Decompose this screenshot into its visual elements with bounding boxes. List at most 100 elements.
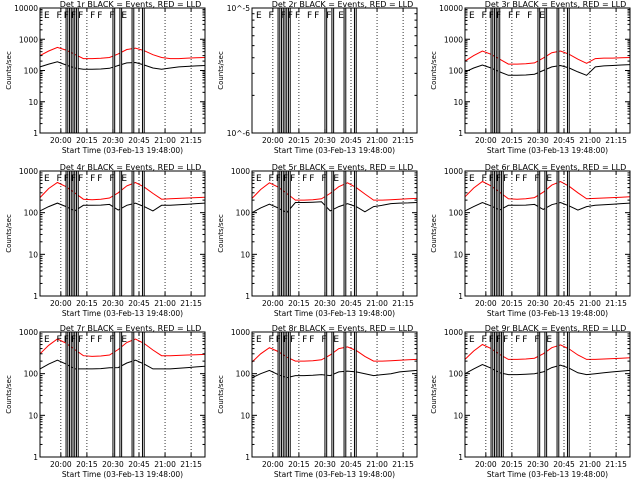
series-events-line <box>251 369 418 379</box>
data-gap <box>281 9 284 133</box>
x-tick-label: 20:00 <box>262 136 284 145</box>
y-tick-label: 1 <box>33 453 38 462</box>
data-gap <box>278 9 280 133</box>
x-tick-label: 21:15 <box>605 460 627 469</box>
plot-title: Det 3r BLACK = Events, RED = LLD <box>485 0 627 9</box>
series-lld-line <box>464 180 631 200</box>
data-gap <box>132 172 134 296</box>
flag-letters: E FFFF FF F E <box>256 174 341 184</box>
series-events-line <box>39 61 206 70</box>
data-gap <box>498 172 500 296</box>
y-tick-label: 10 <box>453 250 463 259</box>
y-tick-label: 10 <box>28 250 38 259</box>
plot-title: Det 2r BLACK = Events, RED = LLD <box>272 0 414 9</box>
x-tick-label: 21:00 <box>154 136 176 145</box>
series-events-line <box>39 202 206 212</box>
data-gap <box>344 333 346 457</box>
x-tick-label: 21:15 <box>392 299 414 308</box>
flag-letters: E F FFF FF F E <box>256 11 346 21</box>
y-tick-label: 10 <box>453 98 463 107</box>
x-tick-label: 20:30 <box>527 299 549 308</box>
data-gap <box>354 9 357 133</box>
series-events-line <box>39 359 206 370</box>
x-tick-label: 20:30 <box>102 460 124 469</box>
data-gap <box>66 333 68 457</box>
data-gap <box>278 172 280 296</box>
x-tick-label: 21:00 <box>579 136 601 145</box>
series-events-line <box>251 201 418 214</box>
data-gap <box>73 9 75 133</box>
data-gap <box>69 9 72 133</box>
data-gap <box>567 9 570 133</box>
x-axis-label: Start Time (03-Feb-13 19:48:00) <box>62 309 183 318</box>
y-tick-label: 10 <box>240 250 250 259</box>
x-tick-label: 20:15 <box>501 136 523 145</box>
y-tick-label: 1000 <box>19 328 38 337</box>
data-gap <box>498 9 500 133</box>
plot-det-8r: 20:00 20:15 20:30 20:45 21:00 21:15 1 10 100 1000… <box>217 324 418 479</box>
plot-det-1r: 20:00 20:15 20:30 20:45 21:00 21:15 1 10 100 1000… <box>5 0 206 155</box>
plot-det-7r: 20:00 20:15 20:30 20:45 21:00 21:15 1 10 100 1000… <box>5 324 206 479</box>
data-gap <box>567 333 570 457</box>
x-tick-label: 20:30 <box>527 460 549 469</box>
data-gap <box>76 333 79 457</box>
data-gap <box>557 9 559 133</box>
data-gap <box>76 172 79 296</box>
y-axis-label: Counts/sec <box>5 51 13 90</box>
data-gap <box>132 9 134 133</box>
x-tick-label: 21:00 <box>366 460 388 469</box>
y-tick-label: 10^-6 <box>227 129 251 138</box>
y-tick-label: 10000 <box>14 4 38 13</box>
data-gap <box>324 9 327 133</box>
data-gap <box>285 333 287 457</box>
x-axis-label: Start Time (03-Feb-13 19:48:00) <box>487 470 608 479</box>
plot-frame <box>464 7 631 134</box>
plot-frame <box>251 331 418 458</box>
data-gap <box>288 333 291 457</box>
data-gap <box>112 172 115 296</box>
x-tick-label: 20:45 <box>553 136 575 145</box>
y-tick-label: 1000 <box>444 167 463 176</box>
plot-det-2r: 20:00 20:15 20:30 20:45 21:00 21:15 10^-6 10^-5… <box>217 0 418 155</box>
x-tick-label: 20:30 <box>314 460 336 469</box>
y-tick-label: 100 <box>449 370 464 379</box>
data-gap <box>544 333 547 457</box>
plot-det-4r: 20:00 20:15 20:30 20:45 21:00 21:15 1 10 100 1000… <box>5 163 206 318</box>
y-tick-label: 100 <box>236 209 251 218</box>
data-gap <box>501 333 504 457</box>
plot-title: Det 6r BLACK = Events, RED = LLD <box>485 163 627 172</box>
x-axis-label: Start Time (03-Feb-13 19:48:00) <box>487 146 608 155</box>
flag-letters: E FFF FF F E <box>469 11 547 21</box>
data-gap <box>285 9 287 133</box>
y-axis-label: Counts/sec <box>217 375 225 414</box>
x-tick-label: 20:30 <box>102 299 124 308</box>
x-axis-label: Start Time (03-Feb-13 19:48:00) <box>274 146 395 155</box>
data-gap <box>66 9 68 133</box>
y-tick-label: 1 <box>458 129 463 138</box>
data-gap <box>288 9 291 133</box>
data-gap <box>544 172 547 296</box>
x-tick-label: 20:15 <box>288 136 310 145</box>
x-tick-label: 20:45 <box>340 299 362 308</box>
x-tick-label: 20:00 <box>475 460 497 469</box>
series-events-line <box>464 201 631 212</box>
data-gap <box>567 172 570 296</box>
data-gap <box>132 333 134 457</box>
series-lld-line <box>251 182 418 201</box>
data-gap <box>354 172 357 296</box>
x-tick-label: 20:00 <box>475 299 497 308</box>
y-tick-label: 100 <box>24 67 39 76</box>
y-tick-label: 10 <box>453 411 463 420</box>
x-tick-label: 20:15 <box>501 460 523 469</box>
y-tick-label: 1000 <box>19 35 38 44</box>
plot-det-5r: 20:00 20:15 20:30 20:45 21:00 21:15 1 10 100 1000… <box>217 163 418 318</box>
data-gap <box>285 172 287 296</box>
x-tick-label: 21:00 <box>154 299 176 308</box>
y-tick-label: 1 <box>245 453 250 462</box>
data-gap <box>119 333 122 457</box>
x-tick-label: 21:15 <box>180 460 202 469</box>
x-tick-label: 20:30 <box>314 136 336 145</box>
data-gap <box>331 333 334 457</box>
x-tick-label: 20:00 <box>50 299 72 308</box>
